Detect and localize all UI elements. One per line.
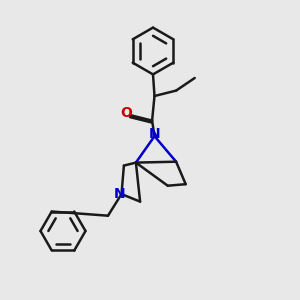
Text: N: N: [149, 127, 160, 141]
Text: O: O: [120, 106, 132, 120]
Text: N: N: [114, 187, 126, 201]
